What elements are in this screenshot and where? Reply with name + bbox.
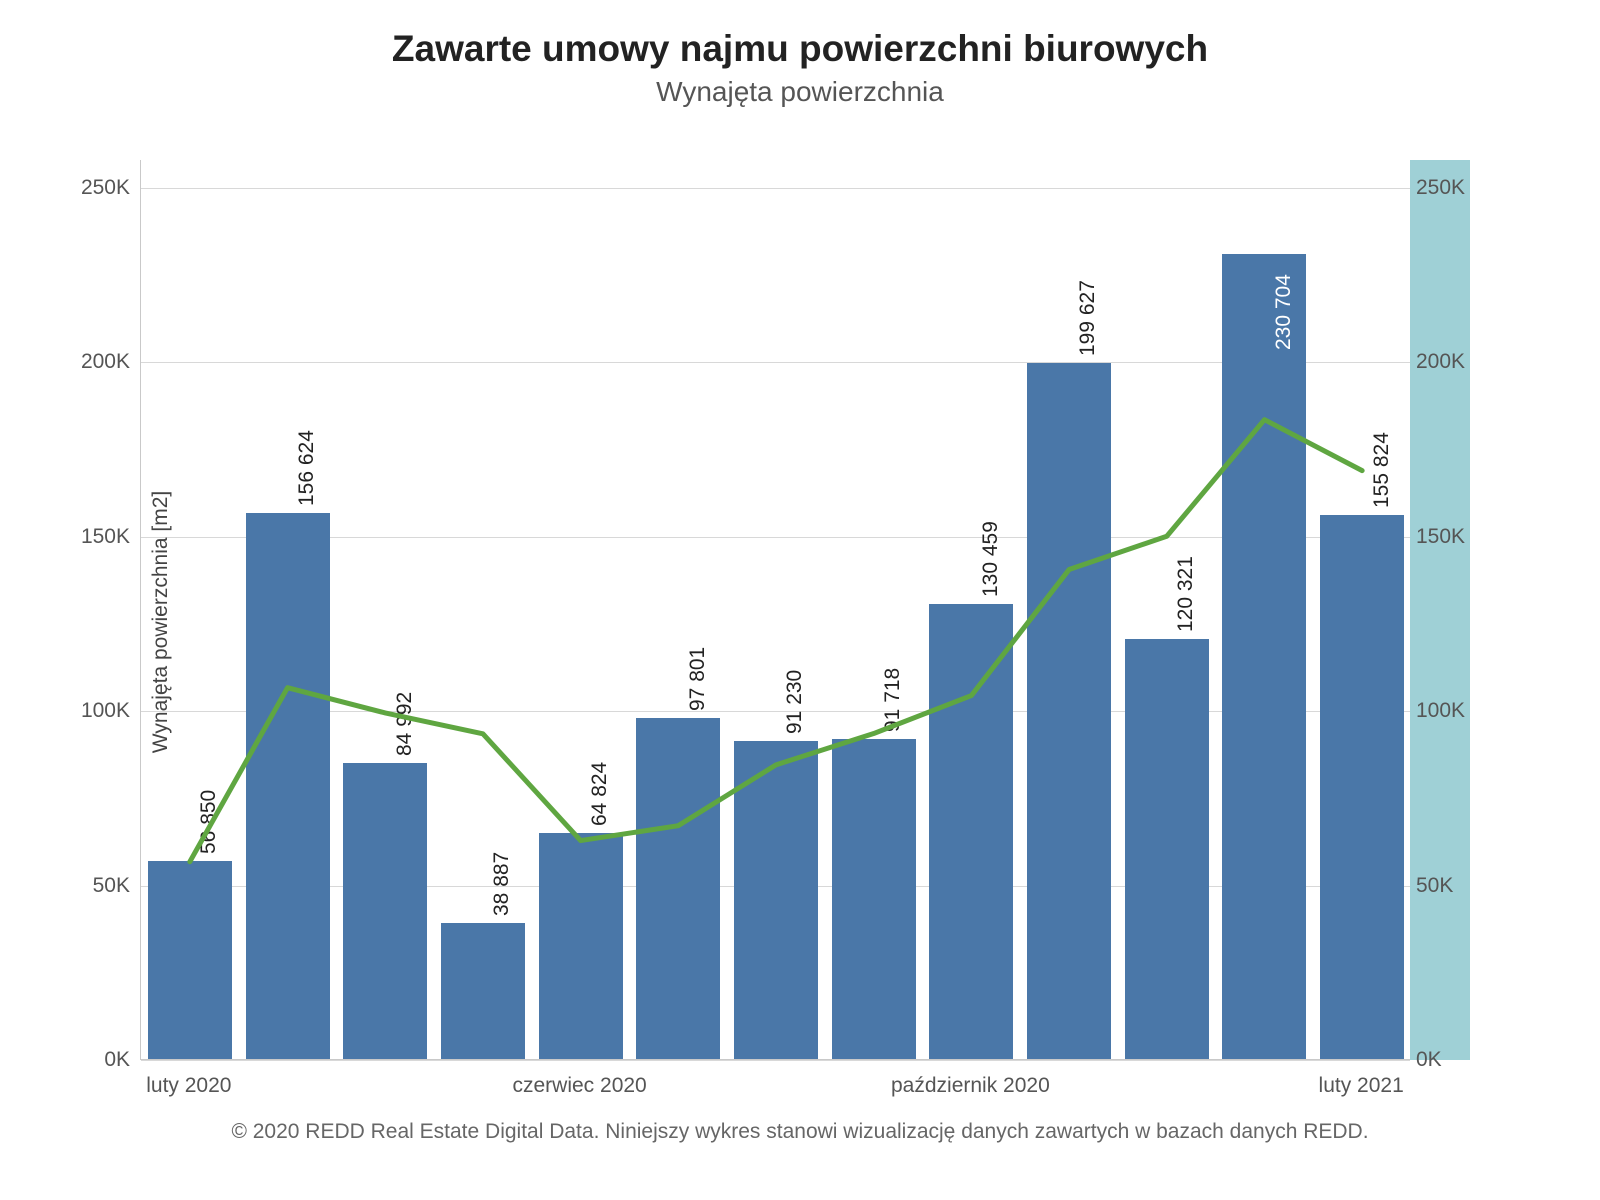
y-tick-left: 200K xyxy=(60,350,130,374)
plot-area: 56 850156 62484 99238 88764 82497 80191 … xyxy=(140,160,1410,1060)
gridline xyxy=(141,1060,1410,1061)
y-tick-right: 50K xyxy=(1416,874,1453,898)
y-tick-right: 200K xyxy=(1416,350,1465,374)
moving-average-line xyxy=(141,160,1411,1060)
y-tick-right: 150K xyxy=(1416,525,1465,549)
y-tick-right: 100K xyxy=(1416,699,1465,723)
chart-container: 56 850156 62484 99238 88764 82497 80191 … xyxy=(0,0,1600,1200)
x-tick-label: czerwiec 2020 xyxy=(512,1074,646,1098)
x-tick-label: październik 2020 xyxy=(891,1074,1050,1098)
x-tick-label: luty 2020 xyxy=(146,1074,231,1098)
y-axis-label-left: Wynajęta powierzchnia [m2] xyxy=(149,491,173,753)
y-tick-left: 0K xyxy=(60,1048,130,1072)
y-tick-right: 250K xyxy=(1416,176,1465,200)
y-tick-left: 100K xyxy=(60,699,130,723)
x-tick-label: luty 2021 xyxy=(1319,1074,1404,1098)
secondary-axis-band xyxy=(1410,160,1470,1060)
y-tick-left: 150K xyxy=(60,525,130,549)
y-tick-right: 0K xyxy=(1416,1048,1442,1072)
y-tick-left: 250K xyxy=(60,176,130,200)
y-tick-left: 50K xyxy=(60,874,130,898)
chart-footer: © 2020 REDD Real Estate Digital Data. Ni… xyxy=(0,1120,1600,1144)
